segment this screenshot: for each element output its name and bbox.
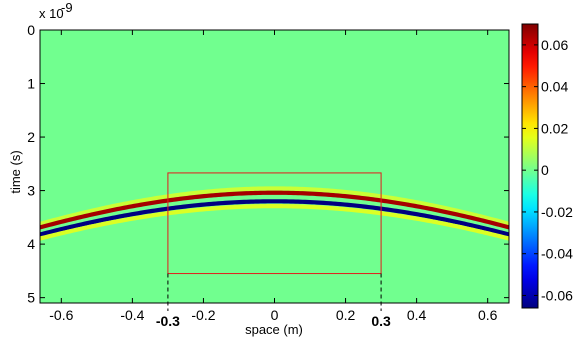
- y-axis-label: time (s): [8, 150, 23, 193]
- x-tick-label: 0: [271, 307, 279, 323]
- y-tick-label: 2: [27, 129, 35, 145]
- colorbar-frame: [521, 23, 539, 309]
- x-tick-label: 0.6: [478, 307, 498, 323]
- y-tick-label: 3: [27, 183, 35, 199]
- plot-area: [40, 30, 509, 303]
- colorbar-tick-label: 0.02: [541, 120, 568, 136]
- colorbar-tick-label: -0.06: [541, 287, 573, 303]
- marker-label: -0.3: [156, 313, 180, 329]
- colorbar-tick-label: -0.02: [541, 204, 573, 220]
- hyperbola-band-1: [40, 190, 509, 230]
- x-tick-label: 0.4: [407, 307, 427, 323]
- hyperbola-band-0: [40, 186, 509, 226]
- annotation-box: [167, 172, 382, 275]
- colorbar: 0.06 0.04 0.02 0 -0.02 -0.04 -0.06: [521, 23, 573, 309]
- x-tick-label: -0.4: [120, 307, 144, 323]
- colorbar-tick-label: 0: [541, 162, 549, 178]
- y-exponent-power: -9: [61, 0, 73, 15]
- y-exponent-base: x 10: [39, 6, 64, 21]
- colorbar-tick-label: 0.04: [541, 79, 568, 95]
- hyperbola-bands: [40, 186, 509, 241]
- colorbar-tick-label: -0.04: [541, 246, 573, 262]
- x-tick-label: -0.6: [49, 307, 73, 323]
- colorbar-gradient: [522, 24, 538, 308]
- heatmap-background: [40, 30, 509, 303]
- y-tick-label: 4: [27, 236, 35, 252]
- y-tick-label: 1: [27, 76, 35, 92]
- axes: time (s) space (m) x 10 -9 -0.6 -0.4 -0.2 0…: [8, 0, 510, 337]
- hyperbola-band-2: [40, 199, 509, 237]
- y-tick-label: 5: [27, 290, 35, 306]
- x-tick-label: 0.2: [336, 307, 356, 323]
- y-tick-label: 0: [27, 22, 35, 38]
- colorbar-tick-label: 0.06: [541, 37, 568, 53]
- x-axis-label: space (m): [245, 322, 303, 337]
- hyperbola-band-3: [40, 204, 509, 241]
- marker-label: 0.3: [371, 313, 391, 329]
- x-tick-label: -0.2: [191, 307, 215, 323]
